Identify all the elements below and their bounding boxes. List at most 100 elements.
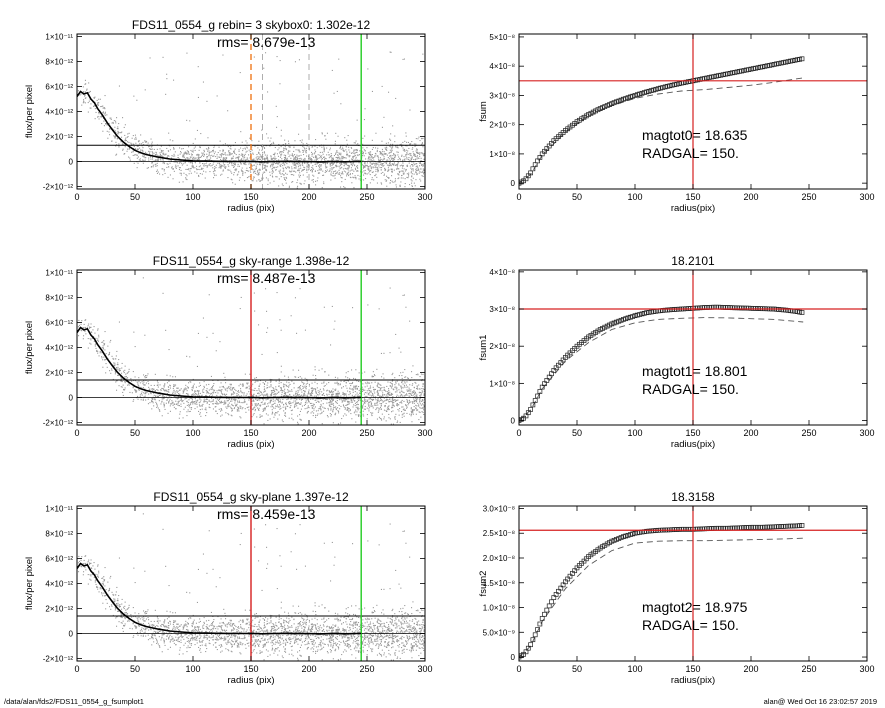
scatter-point [416, 173, 418, 175]
scatter-point [343, 157, 345, 159]
scatter-point [301, 389, 303, 391]
scatter-point [407, 191, 408, 192]
scatter-point [148, 386, 150, 388]
scatter-point [189, 158, 191, 160]
scatter-point [320, 408, 322, 410]
scatter-point [340, 164, 342, 166]
scatter-point [221, 389, 223, 391]
scatter-point [391, 171, 393, 173]
scatter-point [418, 172, 420, 174]
scatter-point [362, 383, 364, 385]
scatter-point [253, 408, 255, 410]
scatter-point [337, 165, 339, 167]
scatter-point [354, 391, 356, 393]
scatter-point [356, 167, 358, 169]
scatter-point [180, 174, 182, 176]
y-tick-label: 4×10⁻¹² [45, 108, 73, 117]
scatter-point [201, 152, 203, 154]
scatter-point [156, 389, 158, 391]
scatter-point [102, 107, 104, 109]
scatter-point [284, 139, 286, 141]
scatter-point [199, 165, 201, 167]
scatter-point [182, 400, 184, 402]
scatter-point [118, 145, 120, 147]
scatter-point [251, 159, 253, 161]
scatter-point [390, 179, 392, 181]
scatter-point [187, 158, 189, 160]
scatter-point [352, 163, 354, 165]
scatter-point [406, 406, 408, 408]
scatter-point [271, 158, 273, 160]
scatter-point [325, 158, 327, 160]
scatter-point [283, 174, 285, 176]
scatter-point [298, 170, 300, 172]
scatter-point [296, 154, 298, 156]
scatter-point [234, 392, 236, 394]
scatter-point [340, 405, 342, 407]
scatter-point [208, 152, 210, 154]
scatter-point [188, 168, 190, 170]
scatter-point [406, 407, 408, 409]
scatter-point [296, 405, 298, 407]
scatter-point [190, 172, 192, 174]
scatter-point [354, 155, 356, 157]
scatter-point [389, 352, 391, 354]
scatter-point [344, 393, 346, 395]
scatter-point [318, 401, 320, 403]
scatter-point [323, 306, 325, 308]
scatter-point [413, 400, 415, 402]
scatter-point [378, 410, 380, 412]
scatter-point [131, 143, 133, 145]
scatter-point [236, 410, 238, 412]
scatter-point [380, 384, 382, 386]
scatter-point [186, 52, 188, 54]
scatter-point [394, 391, 396, 393]
scatter-point [377, 157, 379, 159]
scatter-point [160, 155, 162, 157]
scatter-point [335, 409, 337, 411]
scatter-point [394, 399, 396, 401]
scatter-point [159, 394, 161, 396]
scatter-point [363, 149, 365, 151]
scatter-point [322, 162, 324, 164]
scatter-point [362, 405, 364, 407]
scatter-point [401, 146, 403, 148]
panel-1: rms= 8.679e-130 50 100 150 200 250 300-2×10⁻¹²… [24, 18, 433, 214]
scatter-point [275, 166, 277, 168]
scatter-point [245, 394, 247, 396]
scatter-point [264, 390, 266, 392]
scatter-point [298, 151, 300, 153]
scatter-point [208, 164, 210, 166]
scatter-point [366, 390, 368, 392]
scatter-point [231, 153, 233, 155]
scatter-point [383, 394, 385, 396]
scatter-point [149, 151, 151, 153]
scatter-point [321, 391, 323, 393]
scatter-point [279, 405, 281, 407]
scatter-point [408, 395, 410, 397]
scatter-point [231, 404, 233, 406]
scatter-point [332, 388, 334, 390]
scatter-point [259, 180, 261, 182]
scatter-point [408, 172, 410, 174]
scatter-point [249, 175, 251, 177]
scatter-point [144, 391, 146, 393]
scatter-point [159, 409, 161, 411]
scatter-point [156, 406, 158, 408]
scatter-point [316, 147, 318, 149]
scatter-point [77, 90, 79, 92]
scatter-point [234, 400, 236, 402]
scatter-point [423, 170, 425, 172]
scatter-point [230, 386, 232, 388]
scatter-point [274, 393, 276, 395]
scatter-point [152, 164, 154, 166]
scatter-point [219, 398, 221, 400]
scatter-point [201, 408, 203, 410]
scatter-point [362, 159, 364, 161]
scatter-point [346, 403, 348, 405]
scatter-point [197, 154, 199, 156]
scatter-point [162, 162, 164, 164]
scatter-point [241, 141, 243, 143]
scatter-point [326, 166, 328, 168]
scatter-point [329, 147, 331, 149]
